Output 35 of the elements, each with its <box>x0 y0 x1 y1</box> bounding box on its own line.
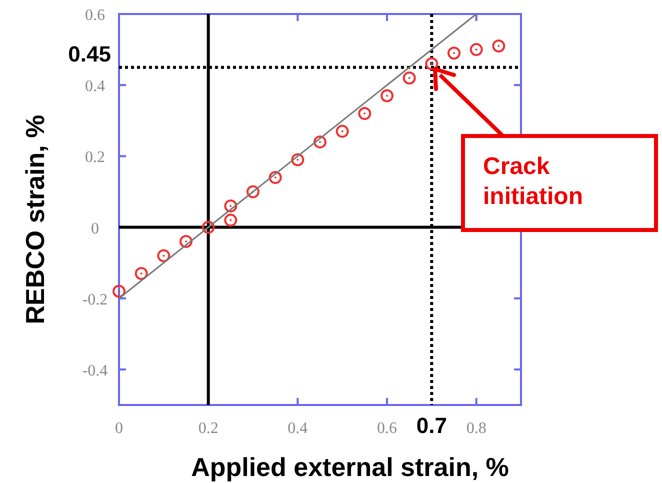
ref-line-label: 0.45 <box>68 41 111 66</box>
ref-line-label: 0.7 <box>416 413 447 438</box>
point <box>112 284 126 298</box>
x-tick-label: 0.6 <box>377 420 397 437</box>
point <box>224 199 238 212</box>
point <box>224 214 238 227</box>
y-tick-label: -0.2 <box>82 291 108 308</box>
y-tick-label: 0.2 <box>85 149 105 166</box>
x-tick-label: 0.2 <box>198 420 218 437</box>
x-tick-label: 0 <box>115 420 123 437</box>
point <box>246 185 260 198</box>
x-axis-title: Applied external strain, % <box>191 452 509 482</box>
point <box>134 266 148 280</box>
point <box>180 234 192 248</box>
point <box>314 135 326 148</box>
point <box>425 57 438 70</box>
x-tick-label: 0.8 <box>466 420 486 437</box>
point <box>470 43 483 56</box>
point <box>268 171 282 184</box>
y-tick-label: -0.4 <box>82 362 108 380</box>
point <box>492 39 506 52</box>
point <box>358 107 372 120</box>
y-tick-label: 0.6 <box>85 7 105 24</box>
point <box>336 124 349 138</box>
x-tick-label: 0.4 <box>288 420 308 437</box>
point <box>157 249 170 262</box>
point <box>202 220 215 234</box>
annotation: Crack initiation <box>483 153 583 210</box>
y-axis-title: REBCO strain, % <box>20 114 50 324</box>
point <box>291 153 304 166</box>
y-tick-label: 0.4 <box>85 78 105 96</box>
point <box>380 89 394 102</box>
point <box>448 46 460 60</box>
point <box>402 71 416 84</box>
y-tick-label: 0 <box>91 220 99 238</box>
